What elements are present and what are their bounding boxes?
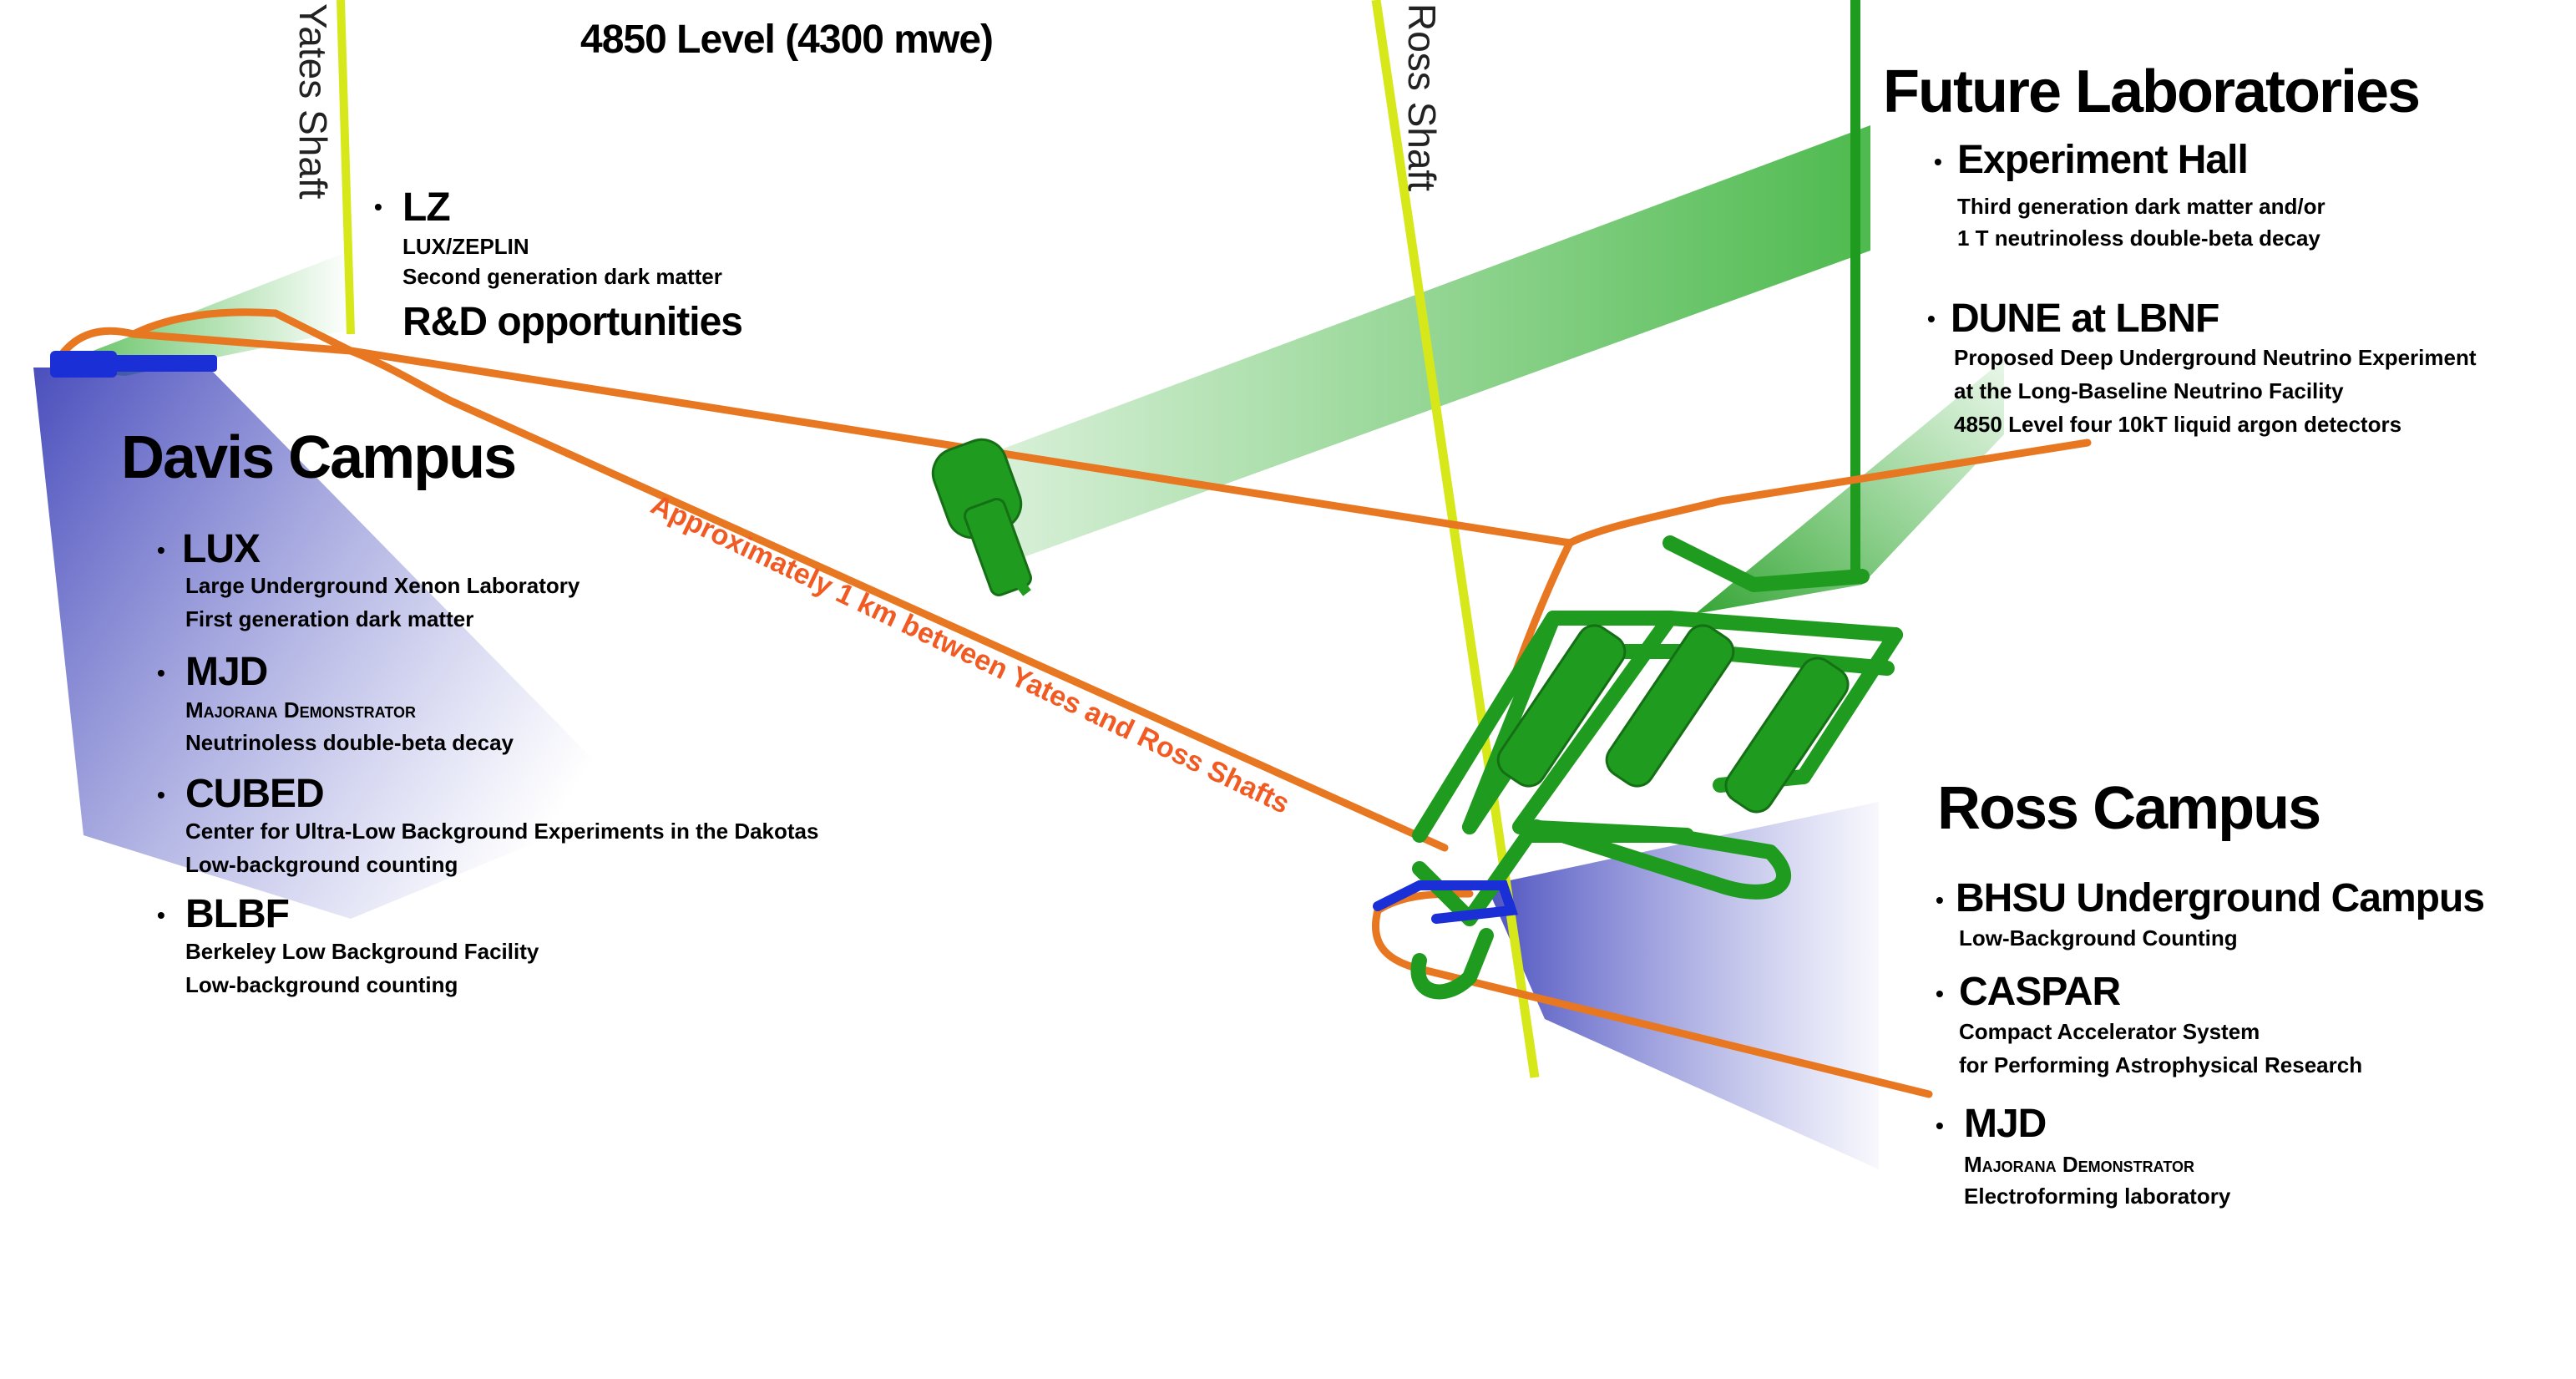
ross-item-caspar: CASPAR	[1959, 970, 2121, 1014]
lz-name: LZ	[402, 185, 451, 230]
davis-mjd-line: Majorana Demonstrator	[185, 697, 416, 722]
lz-subtitle: LUX/ZEPLIN	[402, 234, 529, 259]
ross-caspar-line: for Performing Astrophysical Research	[1959, 1052, 2363, 1077]
future-dune-line: Proposed Deep Underground Neutrino Exper…	[1954, 345, 2477, 370]
ross-shaft-label: Ross Shaft	[1400, 3, 1444, 191]
ross-item-bhsu: BHSU Underground Campus	[1956, 876, 2485, 920]
davis-lux-line: First generation dark matter	[185, 606, 474, 631]
lbnf-detector-vaults	[1496, 624, 1850, 814]
bullet: •	[157, 902, 165, 928]
bullet: •	[1936, 981, 1944, 1006]
future-hall-line: Third generation dark matter and/or	[1957, 194, 2325, 219]
davis-cubed-line: Center for Ultra-Low Background Experime…	[185, 819, 819, 844]
bullet: •	[157, 537, 165, 563]
davis-item-blbf: BLBF	[185, 892, 290, 936]
future-title: Future Laboratories	[1883, 58, 2421, 125]
davis-item-lux: LUX	[182, 527, 261, 571]
bullet: •	[1936, 1113, 1944, 1138]
ross-item-mjd: MJD	[1964, 1102, 2047, 1146]
yates-shaft-line	[337, 0, 355, 335]
ross-campus-blue	[1373, 880, 1519, 924]
bullet: •	[374, 194, 382, 220]
bullet: •	[157, 660, 165, 686]
future-item-experiment-hall: Experiment Hall	[1957, 138, 2249, 182]
future-dune-line: 4850 Level four 10kT liquid argon detect…	[1954, 412, 2402, 437]
davis-item-mjd: MJD	[185, 650, 268, 694]
lz-rd: R&D opportunities	[402, 300, 743, 344]
bullet: •	[1936, 887, 1944, 913]
ross-bhsu-line: Low-Background Counting	[1959, 925, 2238, 951]
davis-campus-blue	[50, 351, 217, 378]
ross-mjd-line: Majorana Demonstrator	[1964, 1152, 2194, 1177]
bullet: •	[157, 782, 165, 808]
davis-beam	[33, 368, 635, 919]
bullet: •	[1934, 149, 1942, 175]
ross-beam	[1486, 802, 1879, 1169]
page-title: 4850 Level (4300 mwe)	[580, 18, 994, 62]
davis-item-cubed: CUBED	[185, 772, 325, 816]
davis-mjd-line: Neutrinoless double-beta decay	[185, 730, 514, 755]
ross-mjd-line: Electroforming laboratory	[1964, 1184, 2231, 1209]
davis-title: Davis Campus	[121, 424, 517, 491]
experiment-hall-beam	[952, 125, 1870, 568]
ross-caspar-line: Compact Accelerator System	[1959, 1019, 2260, 1044]
future-dune-line: at the Long-Baseline Neutrino Facility	[1954, 378, 2344, 403]
davis-blbf-line: Berkeley Low Background Facility	[185, 939, 539, 964]
future-hall-line: 1 T neutrinoless double-beta decay	[1957, 226, 2320, 251]
dune-beam	[1695, 359, 2004, 614]
future-item-dune: DUNE at LBNF	[1951, 297, 2219, 341]
davis-cubed-line: Low-background counting	[185, 852, 458, 877]
davis-lux-line: Large Underground Xenon Laboratory	[185, 573, 580, 598]
yates-shaft-label: Yates Shaft	[291, 3, 335, 200]
lz-desc: Second generation dark matter	[402, 264, 722, 289]
bullet: •	[1927, 306, 1936, 332]
davis-blbf-line: Low-background counting	[185, 972, 458, 997]
ross-title: Ross Campus	[1937, 775, 2321, 842]
